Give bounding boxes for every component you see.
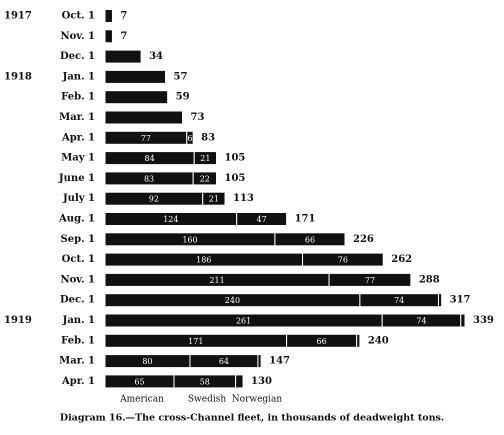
total-label: 59 (176, 92, 190, 103)
segment-label: 92 (149, 195, 159, 204)
total-label: 288 (419, 274, 440, 285)
category-label: Apr. 1 (61, 376, 95, 387)
total-label: 7 (120, 31, 127, 42)
bar-segment (104, 49, 142, 64)
category-label: Jan. 1 (62, 71, 95, 82)
segment-label: 261 (236, 317, 251, 326)
category-label: Dec. 1 (60, 51, 95, 62)
bar-segment (104, 9, 113, 23)
segment-label: 211 (209, 276, 224, 285)
bar-segment (437, 293, 443, 308)
segment-label: 6 (187, 134, 192, 143)
segment-label: 47 (257, 215, 267, 224)
segment-label: 76 (338, 256, 348, 265)
segment-label: 21 (200, 154, 210, 163)
bar-segment (104, 90, 169, 105)
total-label: 34 (149, 51, 163, 62)
segment-label: 84 (145, 154, 155, 163)
segment-label: 124 (163, 215, 178, 224)
total-label: 7 (120, 11, 127, 22)
total-label: 339 (473, 315, 494, 326)
segment-label: 77 (141, 134, 151, 143)
bar-segment (274, 232, 346, 247)
segment-label: 83 (144, 174, 154, 183)
total-label: 147 (269, 356, 290, 367)
category-label: Oct. 1 (62, 11, 95, 22)
total-label: 105 (225, 173, 246, 184)
category-label: Mar. 1 (59, 356, 95, 367)
category-label: July 1 (62, 193, 95, 204)
segment-label: 58 (200, 377, 210, 386)
segment-label: 186 (196, 256, 211, 265)
total-label: 73 (191, 112, 205, 123)
category-label: Dec. 1 (60, 295, 95, 306)
bar-segment (192, 171, 218, 186)
bar-segment (104, 110, 184, 125)
segment-label: 21 (209, 195, 219, 204)
category-label: Aug. 1 (58, 214, 95, 225)
bar-segment (236, 212, 288, 226)
segment-label: 66 (317, 337, 327, 346)
category-label: Feb. 1 (61, 92, 95, 103)
segment-label: 240 (225, 296, 240, 305)
bar-segment (104, 29, 113, 44)
legend-label: American (119, 395, 164, 405)
year-label: 1919 (4, 315, 32, 326)
segment-label: 65 (134, 377, 144, 386)
bar-segment (328, 272, 412, 287)
segment-label: 77 (365, 276, 375, 285)
category-label: Sep. 1 (61, 234, 96, 245)
total-label: 83 (201, 132, 215, 143)
segment-label: 74 (416, 317, 426, 326)
segment-label: 80 (142, 357, 152, 366)
category-label: Mar. 1 (59, 112, 95, 123)
category-label: Jan. 1 (62, 315, 95, 326)
total-label: 130 (251, 376, 272, 387)
bar-segment (202, 191, 226, 206)
bar-segment (257, 354, 262, 369)
bar-segment (193, 151, 218, 166)
total-label: 57 (174, 71, 188, 82)
bar-segment (302, 252, 384, 267)
segment-label: 160 (182, 235, 197, 244)
total-label: 171 (295, 214, 316, 225)
category-label: May 1 (61, 153, 95, 164)
category-label: Apr. 1 (61, 132, 95, 143)
bar-segment (186, 130, 194, 145)
total-label: 317 (450, 295, 471, 306)
segment-label: 66 (305, 235, 315, 244)
category-label: Oct. 1 (62, 254, 95, 265)
year-label: 1918 (4, 71, 32, 82)
category-label: Feb. 1 (61, 335, 95, 346)
segment-label: 171 (188, 337, 203, 346)
total-label: 226 (353, 234, 374, 245)
category-label: June 1 (58, 173, 95, 184)
total-label: 262 (391, 254, 412, 265)
bar-segment (460, 313, 466, 328)
total-label: 240 (368, 335, 389, 346)
bar-segment (235, 374, 244, 389)
legend-label: Swedish (188, 395, 226, 405)
segment-label: 74 (394, 296, 404, 305)
total-label: 105 (225, 153, 246, 164)
bar-segment (356, 333, 361, 348)
category-label: Nov. 1 (60, 274, 95, 285)
bar-segment (104, 69, 167, 84)
segment-label: 64 (219, 357, 229, 366)
caption: Diagram 16.—The cross-Channel fleet, in … (60, 413, 444, 424)
category-label: Nov. 1 (60, 31, 95, 42)
year-label: 1917 (4, 11, 32, 22)
legend-label: Norwegian (232, 395, 283, 405)
segment-label: 22 (200, 174, 210, 183)
total-label: 113 (233, 193, 254, 204)
